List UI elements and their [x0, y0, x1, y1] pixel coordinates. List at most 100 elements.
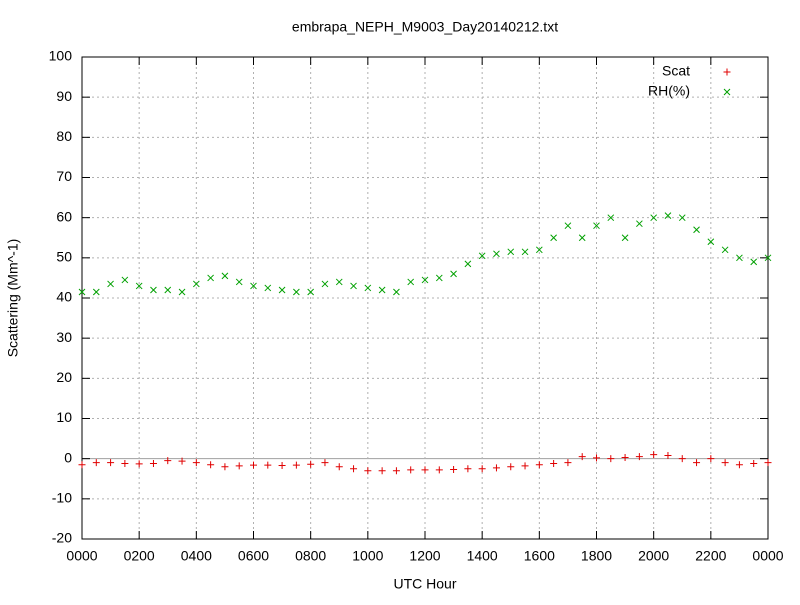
marker: [307, 288, 315, 296]
legend-label: RH(%): [648, 83, 690, 99]
marker: [450, 270, 457, 278]
marker: [378, 467, 386, 475]
marker: [578, 234, 586, 242]
marker: [178, 288, 186, 296]
marker: [235, 462, 243, 470]
marker: [664, 451, 672, 459]
marker: [250, 282, 257, 290]
marker: [550, 234, 557, 242]
y-tick-label: 30: [56, 329, 72, 345]
y-tick-label: 60: [56, 208, 72, 224]
marker: [607, 455, 615, 463]
x-tick-label: 1600: [524, 548, 555, 564]
marker: [78, 288, 86, 296]
x-tick-label: 0600: [238, 548, 269, 564]
marker: [564, 459, 572, 467]
x-tick-label: 0200: [124, 548, 155, 564]
marker: [135, 282, 143, 290]
legend-label: Scat: [662, 63, 690, 79]
marker: [464, 260, 472, 268]
marker: [121, 459, 129, 467]
marker: [135, 460, 143, 468]
marker: [149, 459, 157, 467]
marker: [278, 286, 286, 294]
marker: [435, 274, 443, 282]
marker: [407, 278, 415, 286]
marker: [178, 457, 186, 465]
marker: [535, 246, 543, 254]
x-axis-label: UTC Hour: [393, 576, 456, 592]
marker: [593, 454, 600, 462]
marker: [723, 68, 731, 76]
marker: [164, 286, 172, 294]
marker: [321, 459, 329, 467]
marker: [407, 466, 415, 474]
plot-border: [81, 56, 769, 540]
marker: [164, 457, 172, 465]
x-tick-label: 1000: [352, 548, 383, 564]
marker: [635, 453, 643, 461]
marker: [335, 278, 343, 286]
marker: [107, 459, 115, 467]
marker: [535, 461, 543, 469]
y-tick-label: -20: [52, 530, 72, 546]
marker: [750, 258, 758, 266]
marker: [421, 276, 429, 284]
marker: [721, 246, 729, 254]
marker: [92, 288, 100, 296]
marker: [507, 248, 515, 256]
y-tick-label: 100: [49, 48, 73, 64]
marker: [107, 280, 114, 288]
marker: [578, 453, 586, 461]
y-axis-label: Scattering (Mm^-1): [5, 239, 21, 358]
marker: [492, 464, 500, 472]
marker: [250, 461, 257, 469]
marker: [350, 465, 358, 473]
marker: [307, 460, 315, 468]
marker: [78, 461, 86, 469]
marker: [636, 220, 643, 228]
marker: [364, 284, 372, 292]
marker: [207, 461, 215, 469]
marker: [292, 461, 300, 469]
marker: [192, 459, 200, 467]
marker: [650, 451, 658, 459]
marker: [521, 248, 529, 256]
marker: [507, 463, 515, 471]
x-tick-label: 2200: [695, 548, 726, 564]
marker: [735, 461, 743, 469]
marker: [693, 226, 700, 234]
marker: [707, 238, 715, 246]
marker: [392, 467, 400, 475]
y-tick-label: 50: [56, 249, 72, 265]
marker: [678, 214, 686, 222]
x-tick-label: 1200: [409, 548, 440, 564]
marker: [664, 212, 672, 220]
marker: [321, 280, 329, 288]
marker: [364, 467, 372, 475]
x-tick-label: 1400: [467, 548, 498, 564]
marker: [221, 272, 229, 280]
marker: [764, 459, 772, 467]
x-tick-label: 2000: [638, 548, 669, 564]
x-tick-label: 0800: [295, 548, 326, 564]
y-tick-label: 70: [56, 168, 72, 184]
marker: [736, 254, 743, 262]
marker: [593, 222, 600, 230]
marker: [264, 461, 272, 469]
marker: [621, 453, 629, 461]
marker: [335, 463, 343, 471]
marker: [621, 234, 629, 242]
marker: [207, 274, 214, 282]
marker: [607, 214, 615, 222]
marker: [721, 459, 729, 467]
marker: [464, 465, 472, 473]
marker: [121, 276, 129, 284]
y-tick-label: 0: [64, 449, 72, 465]
x-tick-label: 0000: [66, 548, 97, 564]
marker: [764, 254, 772, 262]
marker: [278, 461, 286, 469]
y-tick-label: 90: [56, 88, 72, 104]
